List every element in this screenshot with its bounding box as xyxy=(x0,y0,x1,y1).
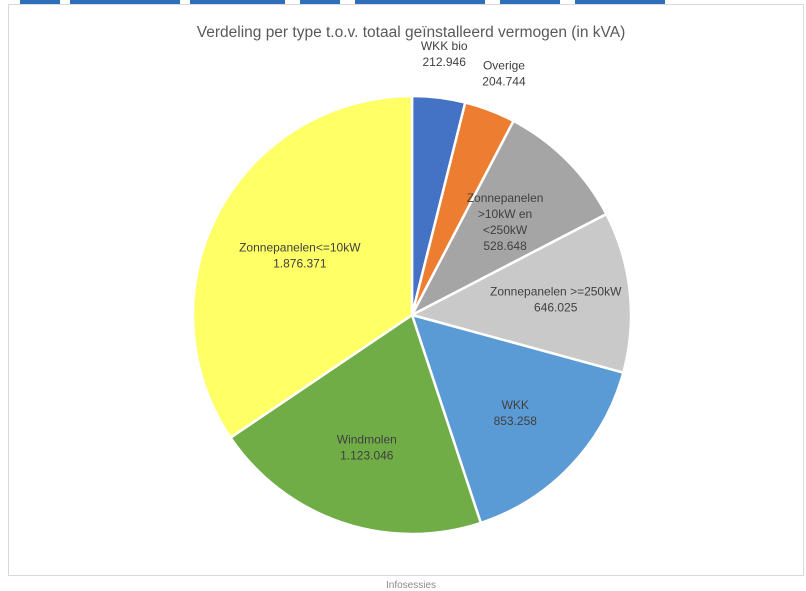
pie-slice-zonnepanelen-10kw-en-250kw xyxy=(409,119,609,318)
data-label-overige: Overige 204.744 xyxy=(482,58,526,88)
data-label-wkk: WKK 853.258 xyxy=(494,398,538,428)
chart-title: Verdeling per type t.o.v. totaal geïnsta… xyxy=(196,24,626,41)
data-label-zonnepanelen-250kw: Zonnepanelen >=250kW 646.025 xyxy=(490,285,622,315)
data-label-windmolen: Windmolen 1.123.046 xyxy=(337,433,397,463)
pie-slice-zonnepanelen-250kw xyxy=(408,212,633,375)
data-label-zonnepanelen-10kw-en-250kw: Zonnepanelen >10kW en <250kW 528.648 xyxy=(467,191,544,253)
pie-slice-windmolen xyxy=(228,313,483,536)
data-label-wkk-bio: WKK bio 212.946 xyxy=(421,39,468,69)
footer-text: Infosessies xyxy=(385,580,437,591)
data-label-zonnepanelen-10kw: Zonnepanelen<=10kW 1.876.371 xyxy=(239,240,361,270)
pie-slice-zonnepanelen-10kw xyxy=(191,94,414,440)
